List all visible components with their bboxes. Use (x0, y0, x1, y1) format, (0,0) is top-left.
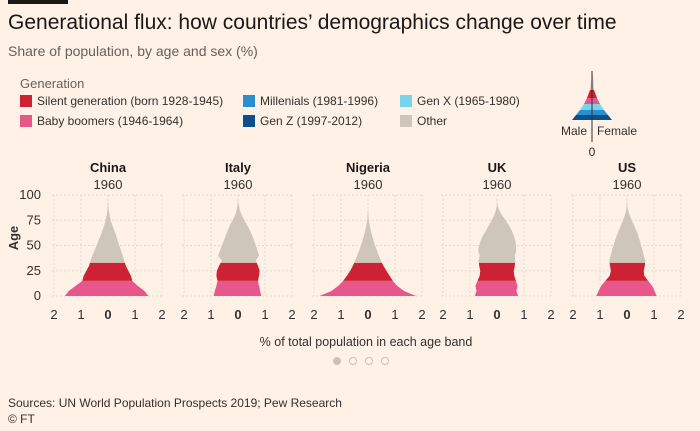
x-tick-label: 0 (493, 307, 500, 322)
panel-italy: Italy 1960 2 1 0 1 2 (180, 160, 295, 322)
legend-title: Generation (20, 76, 85, 91)
legend-item-genz: Gen Z (1997-2012) (243, 114, 362, 128)
x-tick-label: 2 (418, 307, 425, 322)
x-tick-label: 1 (466, 307, 473, 322)
x-tick-label: 1 (391, 307, 398, 322)
legend-swatch-genx (400, 95, 412, 107)
panel-nigeria: Nigeria 1960 2 1 0 1 2 (310, 160, 425, 322)
key-pyramid: Male Female 0 (561, 71, 637, 159)
x-tick-label: 2 (288, 307, 295, 322)
band-baby (474, 280, 519, 296)
band-baby (64, 280, 149, 296)
x-tick-label: 1 (520, 307, 527, 322)
carousel-dot-3[interactable] (365, 357, 373, 365)
band-silent (216, 262, 260, 281)
y-tick-label: 0 (34, 288, 41, 303)
key-female-label: Female (597, 124, 637, 138)
chart-title: Generational flux: how countries’ demogr… (8, 11, 617, 34)
panel-china: China 1960 2 1 0 1 2 (50, 160, 165, 322)
band-other (89, 200, 125, 263)
panel-year-label: 1960 (94, 177, 123, 192)
panel-country-label: Nigeria (346, 160, 391, 175)
panels: China 1960 2 1 0 1 2 Italy 1960 2 1 0 1 2 Nigeria 1960 2… (50, 160, 684, 322)
band-other (354, 205, 382, 263)
band-other (478, 200, 517, 263)
carousel-dot-4[interactable] (381, 357, 389, 365)
y-tick-label: 25 (27, 263, 41, 278)
y-axis: 0 25 50 75 100 Age (6, 187, 41, 303)
legend-item-other: Other (400, 114, 447, 128)
x-tick-label: 2 (50, 307, 57, 322)
x-tick-label: 1 (261, 307, 268, 322)
x-tick-label: 2 (180, 307, 187, 322)
x-tick-label: 2 (310, 307, 317, 322)
legend-swatch-silent (20, 95, 32, 107)
chart-subtitle: Share of population, by age and sex (%) (8, 43, 258, 59)
band-silent (343, 262, 393, 281)
x-tick-label: 1 (596, 307, 603, 322)
band-other (218, 200, 260, 263)
band-silent (82, 262, 133, 281)
band-baby (596, 280, 657, 296)
band-silent (605, 262, 649, 281)
legend-label-genz: Gen Z (1997-2012) (260, 114, 363, 128)
legend-label-other: Other (417, 114, 448, 128)
legend-label-boomers: Baby boomers (1946-1964) (37, 114, 184, 128)
carousel-dot-1[interactable] (333, 357, 341, 365)
x-tick-label: 1 (650, 307, 657, 322)
x-tick-label: 0 (234, 307, 241, 322)
x-tick-label: 0 (104, 307, 111, 322)
band-other (609, 200, 646, 263)
panel-year-label: 1960 (613, 177, 642, 192)
x-tick-label: 2 (439, 307, 446, 322)
x-tick-label: 0 (623, 307, 630, 322)
legend-label-silent: Silent generation (born 1928-1945) (37, 94, 224, 108)
ft-top-bar (8, 0, 68, 4)
panel-country-label: China (90, 160, 127, 175)
panel-year-label: 1960 (483, 177, 512, 192)
x-tick-label: 1 (337, 307, 344, 322)
legend-swatch-genz (243, 115, 255, 127)
x-tick-label: 0 (364, 307, 371, 322)
legend-swatch-millenials (243, 95, 255, 107)
y-axis-title: Age (6, 226, 21, 251)
key-male-label: Male (561, 124, 587, 138)
band-baby (213, 280, 262, 296)
panel-us: US 1960 2 1 0 1 2 (569, 160, 684, 322)
x-axis-title: % of total population in each age band (260, 335, 473, 349)
x-tick-label: 2 (158, 307, 165, 322)
source-note: Sources: UN World Population Prospects 2… (8, 396, 342, 410)
x-tick-label: 2 (569, 307, 576, 322)
x-tick-label: 1 (207, 307, 214, 322)
band-silent (477, 262, 516, 281)
legend-swatch-other (400, 115, 412, 127)
legend-label-millenials: Millenials (1981-1996) (260, 94, 379, 108)
carousel-dots (333, 357, 389, 365)
legend-label-genx: Gen X (1965-1980) (417, 94, 520, 108)
panel-country-label: Italy (225, 160, 252, 175)
legend-item-genx: Gen X (1965-1980) (400, 94, 520, 108)
legend-swatch-boomers (20, 115, 32, 127)
y-tick-label: 50 (27, 238, 41, 253)
legend-item-silent: Silent generation (born 1928-1945) (20, 94, 223, 108)
band-baby (319, 280, 417, 296)
carousel-dot-2[interactable] (349, 357, 357, 365)
y-tick-label: 100 (19, 187, 41, 202)
legend: Silent generation (born 1928-1945) Baby … (20, 94, 560, 134)
panel-year-label: 1960 (224, 177, 253, 192)
panel-country-label: UK (488, 160, 507, 175)
legend-item-boomers: Baby boomers (1946-1964) (20, 114, 183, 128)
y-tick-label: 75 (27, 212, 41, 227)
panel-uk: UK 1960 2 1 0 1 2 (439, 160, 554, 322)
x-tick-label: 2 (677, 307, 684, 322)
key-zero-label: 0 (589, 145, 596, 159)
x-tick-label: 1 (131, 307, 138, 322)
x-tick-label: 1 (77, 307, 84, 322)
panel-country-label: US (618, 160, 636, 175)
panel-year-label: 1960 (354, 177, 383, 192)
credit-note: © FT (8, 412, 35, 426)
legend-item-millenials: Millenials (1981-1996) (243, 94, 378, 108)
x-tick-label: 2 (547, 307, 554, 322)
